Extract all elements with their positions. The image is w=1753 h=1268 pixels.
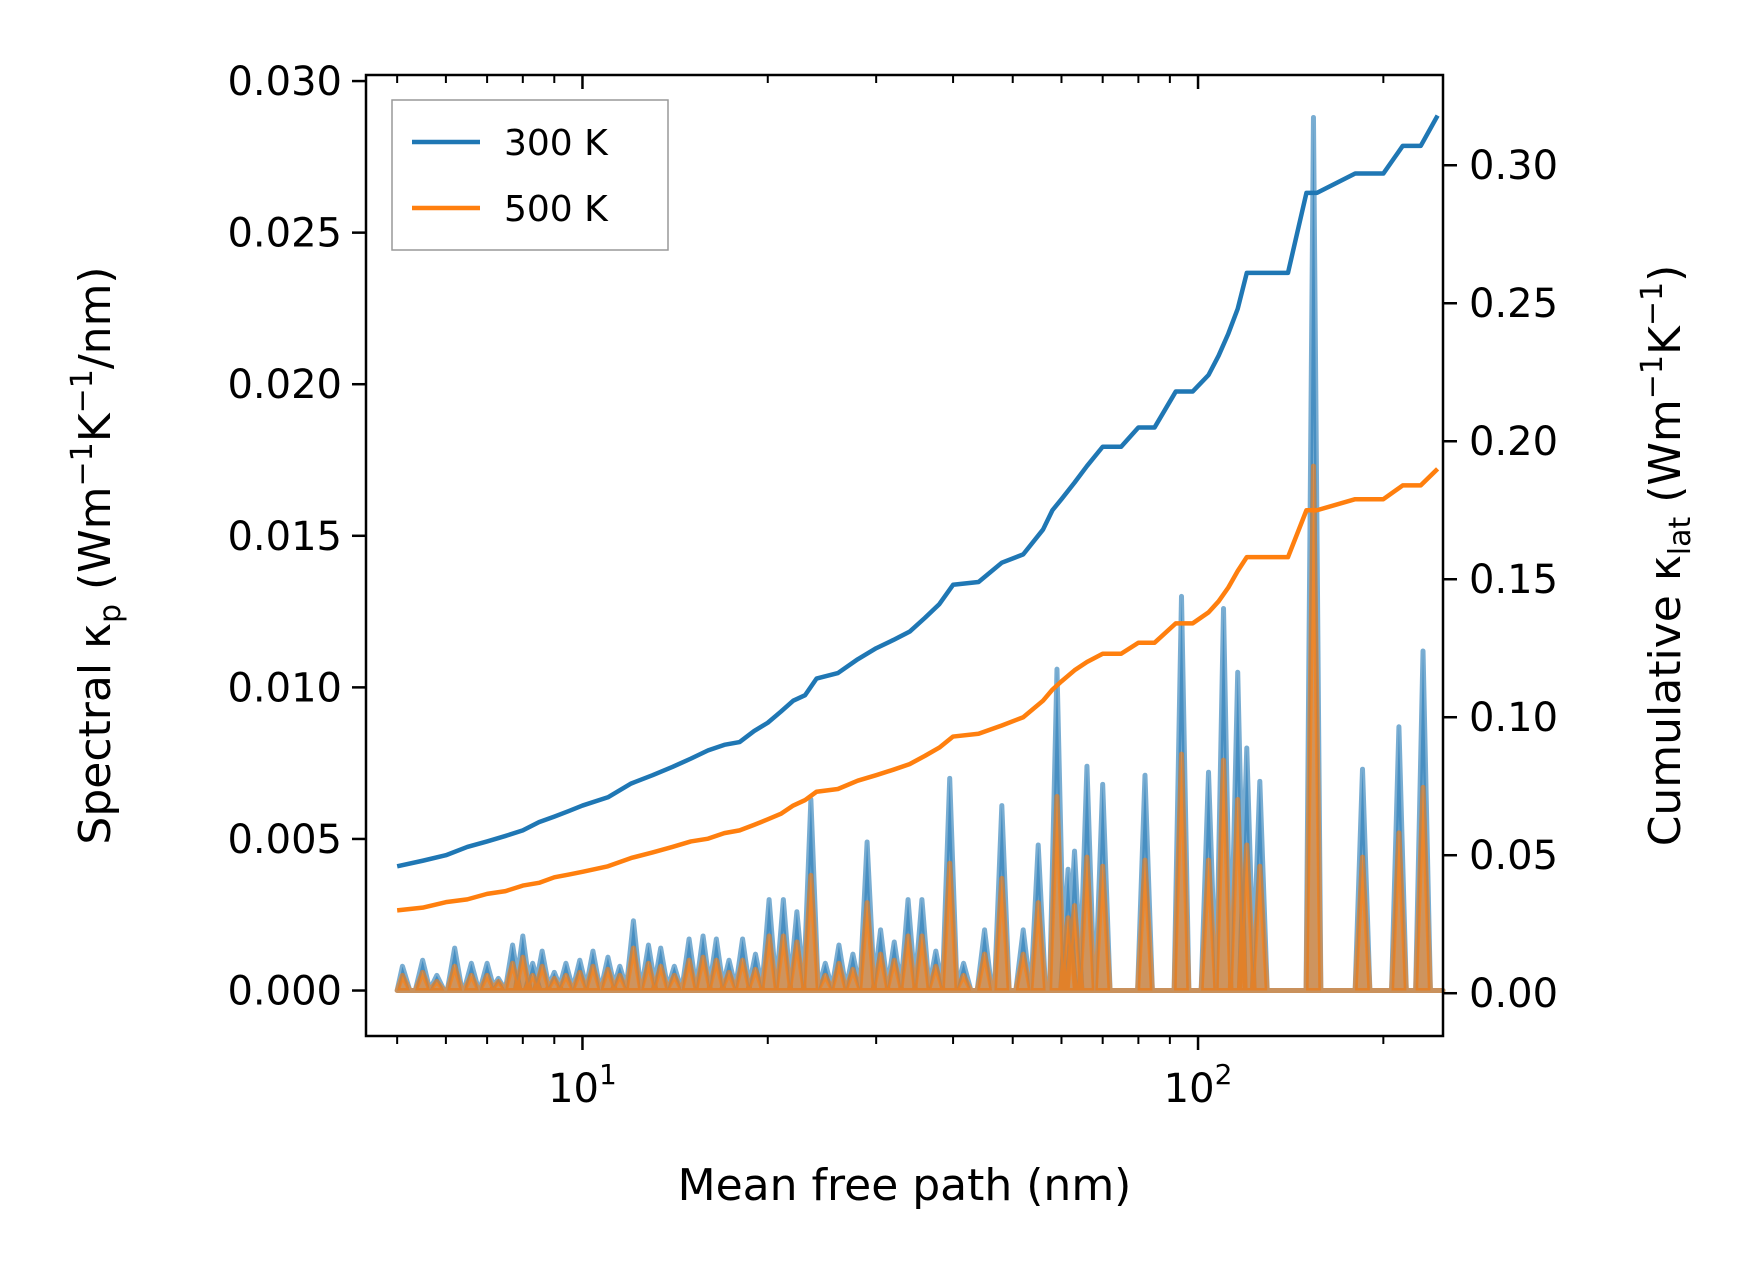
legend: 300 K 500 K	[391, 99, 669, 251]
x-tick-base: 10	[1164, 1066, 1215, 1112]
right-y-tick-label: 0.00	[1469, 971, 1558, 1017]
left-y-tick-label: 0.020	[227, 362, 342, 408]
cumulative-layer	[396, 114, 1440, 913]
legend-label: 300 K	[504, 123, 609, 164]
left-y-axis-title-part: Spectral κ	[70, 623, 121, 845]
right-y-axis-title: Cumulative κlat (Wm−1K−1)	[1635, 265, 1698, 847]
legend-box	[391, 99, 669, 251]
left-y-tick-label: 0.015	[227, 514, 342, 560]
spectral-500k-area	[394, 463, 1446, 994]
x-axis-title: Mean free path (nm)	[678, 1160, 1132, 1211]
left-y-axis-title-part: /nm)	[70, 266, 121, 369]
left-y-axis-title: Spectral κp (Wm−1K−1/nm)	[65, 266, 128, 844]
left-y-tick-label: 0.025	[227, 211, 342, 257]
legend-label: 500 K	[504, 189, 609, 230]
left-y-tick-label: 0.010	[227, 665, 342, 711]
right-y-tick-label: 0.30	[1469, 143, 1558, 189]
right-y-axis-title-part: −1	[1635, 355, 1670, 399]
left-y-axis-title-part: K	[70, 412, 121, 442]
right-y-tick-label: 0.10	[1469, 695, 1558, 741]
right-y-tick-label: 0.25	[1469, 281, 1558, 327]
right-y-tick-label: 0.15	[1469, 557, 1558, 603]
right-y-tick-label: 0.05	[1469, 833, 1558, 879]
left-y-tick-label: 0.030	[227, 59, 342, 105]
x-tick-exponent: 1	[599, 1058, 617, 1091]
left-y-axis-title-part: −1	[65, 442, 100, 486]
left-y-axis-title-part: (Wm	[70, 486, 121, 604]
cumulative-300k-line	[396, 114, 1440, 869]
left-y-tick-label: 0.000	[227, 969, 342, 1015]
left-y-axis-title-part: −1	[65, 369, 100, 413]
right-y-axis-title-part: −1	[1635, 282, 1670, 326]
plot-frame	[364, 73, 1445, 1038]
x-tick-exponent: 2	[1215, 1058, 1233, 1091]
x-tick-label: 102	[1164, 1058, 1233, 1112]
right-y-tick-label: 0.20	[1469, 419, 1558, 465]
right-y-axis-title-part: )	[1640, 265, 1691, 282]
cumulative-500k-line	[396, 467, 1440, 913]
x-tick-label: 101	[548, 1058, 617, 1112]
right-y-axis-title-part: (Wm	[1640, 399, 1691, 517]
left-y-tick-label: 0.005	[227, 817, 342, 863]
right-y-axis-title-part: K	[1640, 325, 1691, 355]
right-y-axis-title-part: Cumulative κ	[1640, 555, 1691, 846]
x-tick-base: 10	[548, 1066, 599, 1112]
left-y-axis-title-part: p	[93, 604, 128, 623]
right-y-axis-title-part: lat	[1663, 517, 1698, 556]
spectral-layer	[394, 114, 1446, 994]
axes-layer: 0.000 0.005 0.010 0.015 0.020 0.025 0.030 0.00 0…	[65, 59, 1698, 1211]
